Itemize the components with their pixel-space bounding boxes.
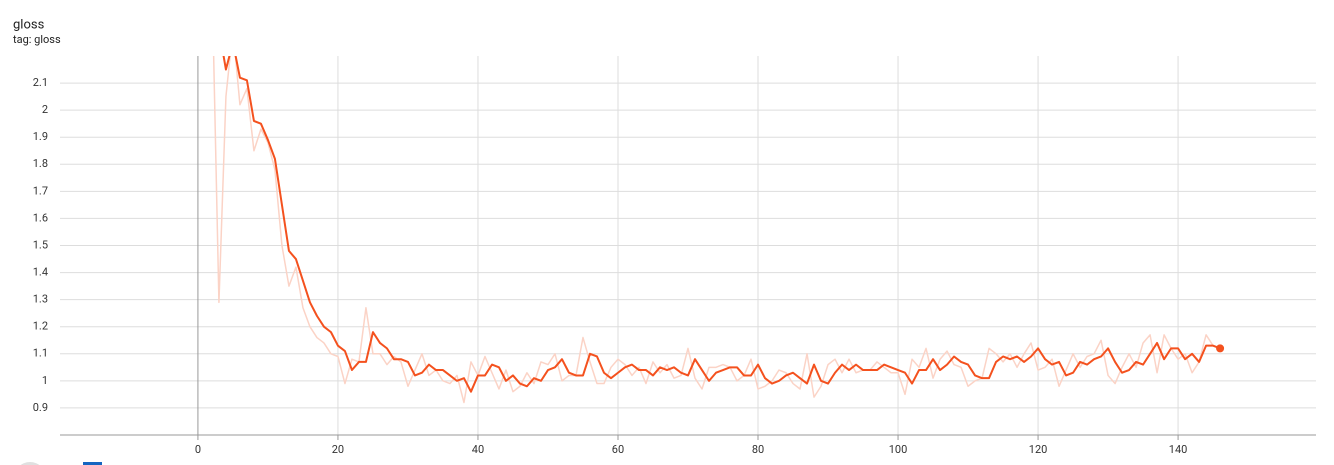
y-tick-label: 1.5 (33, 238, 48, 251)
x-tick-label: 40 (472, 443, 484, 456)
x-tick-label: 20 (332, 443, 344, 456)
checkbox-icon[interactable] (83, 462, 102, 465)
x-tick-label: 60 (612, 443, 624, 456)
x-tick-label: 80 (752, 443, 764, 456)
y-tick-label: 2 (42, 103, 48, 116)
y-tick-label: 1.1 (33, 347, 48, 360)
x-tick-label: 120 (1029, 443, 1048, 456)
y-tick-label: 1.9 (33, 130, 48, 143)
x-tick-label: 140 (1169, 443, 1188, 456)
button-icon[interactable] (14, 462, 46, 465)
y-tick-label: 1 (42, 374, 48, 387)
series-line (222, 56, 1221, 393)
plot-area (212, 56, 1225, 404)
grid (60, 56, 1316, 435)
y-tick-label: 0.9 (33, 401, 48, 414)
x-tick-label: 0 (195, 443, 201, 456)
chart-subtitle: tag: gloss (13, 33, 61, 46)
last-point (1216, 344, 1225, 353)
y-tick-label: 1.7 (33, 184, 48, 197)
y-tick-label: 1.3 (33, 293, 48, 306)
y-tick-label: 1.4 (33, 265, 48, 278)
y-tick-label: 1.8 (33, 157, 48, 170)
y-tick-label: 1.2 (33, 320, 48, 333)
x-tick-label: 100 (889, 443, 908, 456)
y-tick-label: 2.1 (33, 76, 48, 89)
y-tick-label: 1.6 (33, 211, 48, 224)
chart-title: gloss (13, 17, 45, 32)
series-line (212, 56, 1221, 404)
